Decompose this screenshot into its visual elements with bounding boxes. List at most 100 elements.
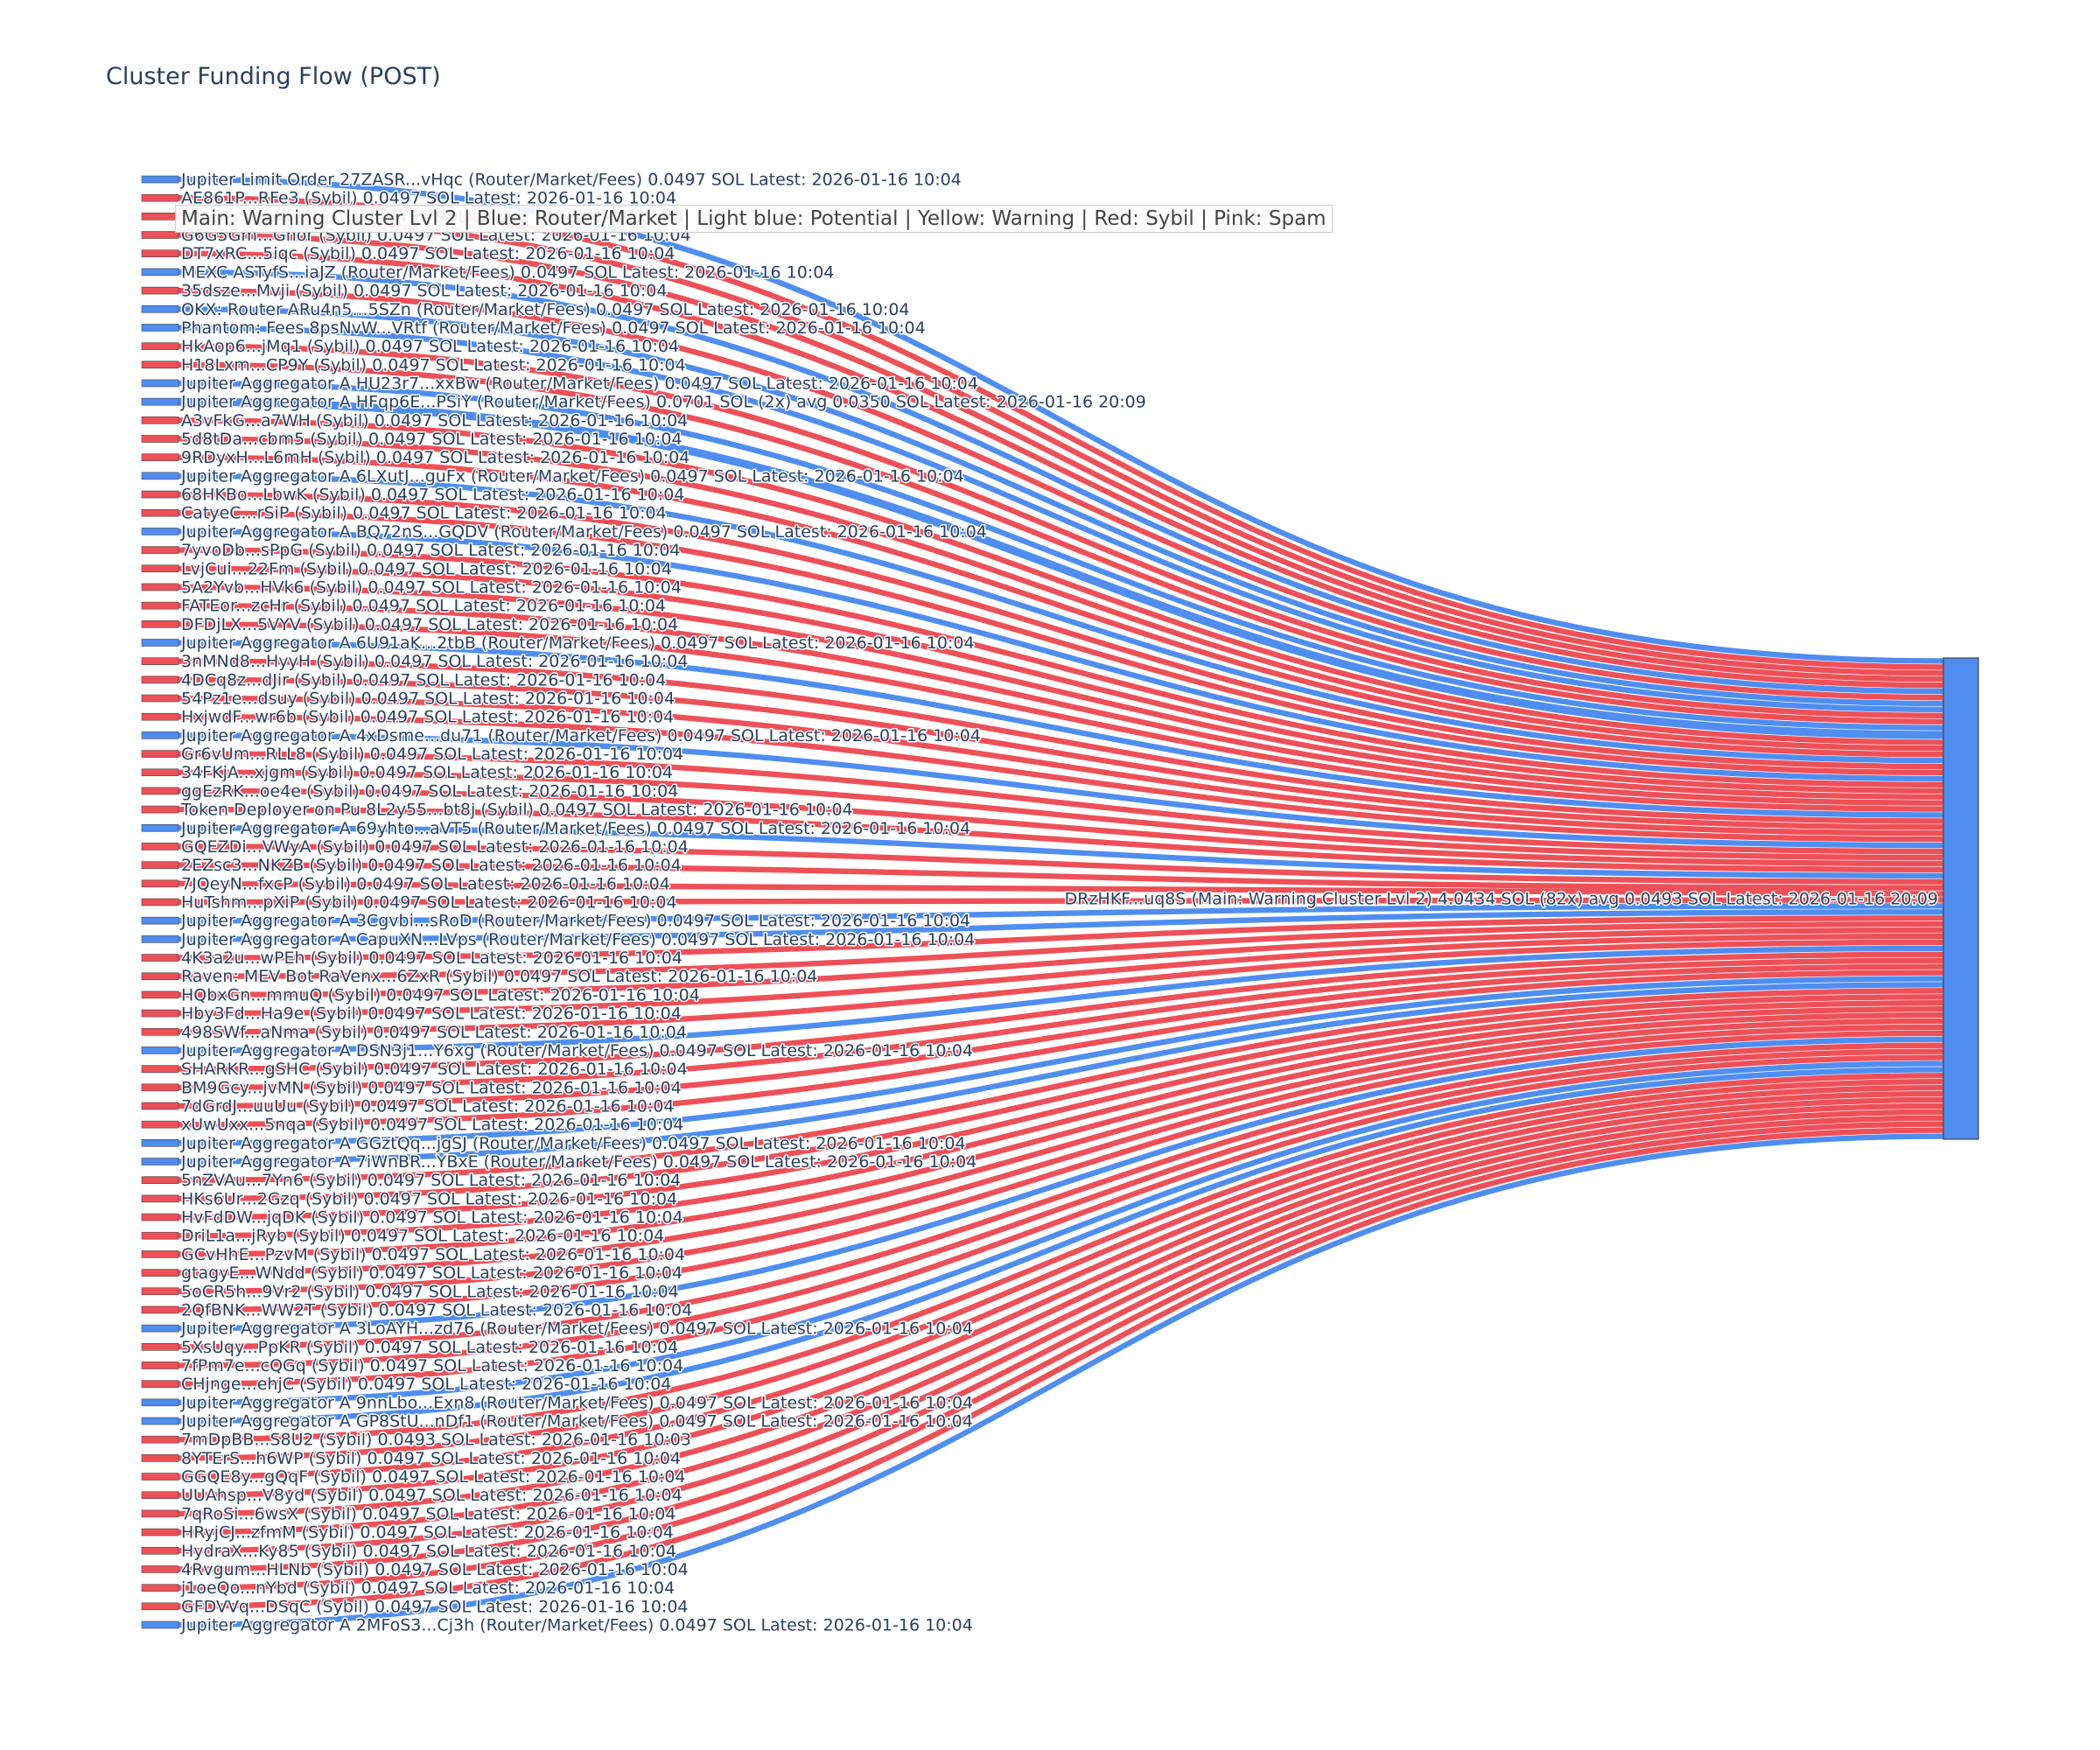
source-node[interactable]: [141, 990, 179, 999]
source-node[interactable]: [141, 1546, 179, 1555]
sankey-link[interactable]: [178, 380, 1944, 731]
sankey-link[interactable]: [178, 269, 1944, 695]
sankey-link[interactable]: [178, 1079, 1944, 1461]
sankey-link[interactable]: [178, 1048, 1944, 1368]
sankey-link[interactable]: [178, 933, 1944, 1017]
source-node[interactable]: [141, 1324, 179, 1333]
sankey-link[interactable]: [178, 963, 1944, 1110]
source-node[interactable]: [141, 1027, 179, 1036]
source-node[interactable]: [141, 435, 179, 443]
source-node[interactable]: [141, 1417, 179, 1425]
sankey-link[interactable]: [178, 957, 1944, 1090]
sankey-link[interactable]: [178, 1121, 1944, 1591]
sankey-link[interactable]: [178, 862, 1944, 891]
source-node[interactable]: [141, 1231, 179, 1240]
sankey-link[interactable]: [178, 1096, 1944, 1517]
sankey-link[interactable]: [178, 909, 1944, 942]
source-node[interactable]: [141, 213, 179, 220]
sankey-link[interactable]: [178, 621, 1944, 812]
source-node[interactable]: [141, 528, 179, 536]
source-node[interactable]: [141, 1083, 179, 1092]
source-node[interactable]: [141, 1398, 179, 1407]
sankey-link[interactable]: [178, 1133, 1944, 1628]
source-node[interactable]: [141, 787, 179, 795]
sankey-link[interactable]: [178, 361, 1944, 724]
sankey-link[interactable]: [178, 695, 1944, 836]
sankey-link[interactable]: [178, 565, 1944, 794]
sankey-link[interactable]: [178, 897, 1944, 906]
source-node[interactable]: [141, 1102, 179, 1110]
sankey-link[interactable]: [178, 454, 1944, 758]
sankey-link[interactable]: [178, 528, 1944, 782]
sankey-link[interactable]: [178, 287, 1944, 701]
source-node[interactable]: [141, 249, 179, 258]
sankey-link[interactable]: [178, 1005, 1944, 1239]
source-node[interactable]: [141, 1306, 179, 1314]
source-node[interactable]: [141, 1287, 179, 1296]
source-node[interactable]: [141, 620, 179, 628]
sankey-link[interactable]: [178, 714, 1944, 843]
sankey-link[interactable]: [178, 214, 1944, 676]
source-node[interactable]: [141, 1362, 179, 1369]
sankey-link[interactable]: [178, 927, 1944, 998]
source-node[interactable]: [141, 304, 179, 313]
sankey-link[interactable]: [178, 769, 1944, 861]
sankey-link[interactable]: [178, 417, 1944, 746]
sankey-link[interactable]: [178, 1127, 1944, 1609]
source-node[interactable]: [141, 972, 179, 981]
target-node[interactable]: [1942, 657, 1979, 1140]
sankey-link[interactable]: [178, 1084, 1944, 1480]
sankey-link[interactable]: [178, 976, 1944, 1146]
source-node[interactable]: [141, 1176, 179, 1184]
sankey-link[interactable]: [178, 1042, 1944, 1350]
sankey-link[interactable]: [178, 1012, 1944, 1257]
source-node[interactable]: [141, 1528, 179, 1536]
source-node[interactable]: [141, 1491, 179, 1500]
source-node[interactable]: [141, 1120, 179, 1129]
sankey-link[interactable]: [178, 939, 1944, 1035]
sankey-link[interactable]: [178, 1024, 1944, 1294]
source-node[interactable]: [141, 546, 179, 554]
sankey-link[interactable]: [178, 844, 1944, 885]
sankey-link[interactable]: [178, 1115, 1944, 1572]
source-node[interactable]: [141, 861, 179, 869]
sankey-link[interactable]: [178, 1018, 1944, 1276]
sankey-link[interactable]: [178, 676, 1944, 830]
sankey-link[interactable]: [178, 1036, 1944, 1332]
source-node[interactable]: [141, 397, 179, 406]
source-node[interactable]: [141, 175, 179, 184]
sankey-link[interactable]: [178, 397, 1944, 739]
sankey-link[interactable]: [178, 945, 1944, 1054]
sankey-link[interactable]: [178, 306, 1944, 707]
sankey-link[interactable]: [178, 920, 1944, 979]
source-node[interactable]: [141, 1065, 179, 1073]
source-node[interactable]: [141, 935, 179, 943]
source-node[interactable]: [141, 639, 179, 647]
sankey-link[interactable]: [178, 903, 1944, 924]
sankey-link[interactable]: [178, 602, 1944, 806]
source-node[interactable]: [141, 768, 179, 777]
source-node[interactable]: [141, 898, 179, 906]
sankey-link[interactable]: [178, 982, 1944, 1165]
sankey-link[interactable]: [178, 732, 1944, 849]
sankey-link[interactable]: [178, 880, 1944, 897]
sankey-link[interactable]: [178, 658, 1944, 824]
source-node[interactable]: [141, 676, 179, 684]
source-node[interactable]: [141, 1473, 179, 1480]
source-node[interactable]: [141, 1046, 179, 1054]
source-node[interactable]: [141, 694, 179, 703]
sankey-link[interactable]: [178, 547, 1944, 788]
source-node[interactable]: [141, 268, 179, 276]
sankey-link[interactable]: [178, 584, 1944, 800]
source-node[interactable]: [141, 583, 179, 592]
source-node[interactable]: [141, 1509, 179, 1518]
sankey-link[interactable]: [178, 250, 1944, 689]
source-node[interactable]: [141, 732, 179, 739]
source-node[interactable]: [141, 954, 179, 962]
source-node[interactable]: [141, 342, 179, 350]
source-node[interactable]: [141, 1194, 179, 1203]
source-node[interactable]: [141, 1213, 179, 1222]
source-node[interactable]: [141, 1584, 179, 1592]
sankey-link[interactable]: [178, 788, 1944, 867]
source-node[interactable]: [141, 1565, 179, 1573]
